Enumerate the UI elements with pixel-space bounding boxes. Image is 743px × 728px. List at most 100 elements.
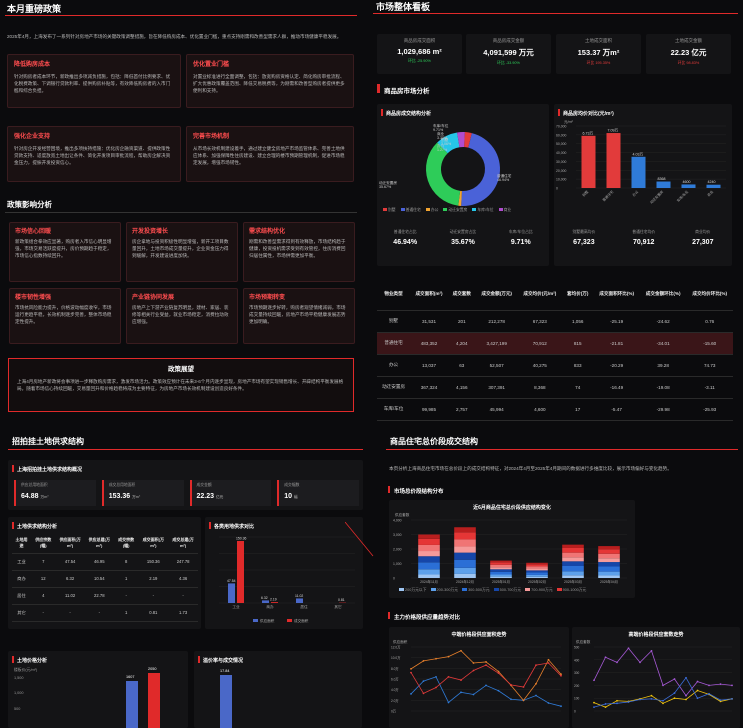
axis-unit: 供应套数 (395, 512, 410, 517)
policy-card-1[interactable]: 降低购房成本 针对购房者成本环节，新政推出多项减负措施，包括：降低首付比例要求、… (7, 54, 181, 108)
impact-card-3[interactable]: 需求结构优化 刚需和改善型需求得到有效释放，市场结构趋于健康，投资投机需求受到有… (243, 222, 355, 282)
deal-bar (271, 602, 278, 603)
y-tick: 50,000 (556, 142, 566, 146)
table-header[interactable]: 土地用途 (12, 533, 31, 554)
table-header[interactable]: 物业类型 (377, 278, 411, 311)
impact-card-5[interactable]: 产业链协同发展 房地产上下游产业链复苏明显，建材、家居、装修等相关行业受益，就业… (126, 288, 238, 344)
bar-label: 150.36 (236, 536, 246, 540)
land-table-card: 土地供求结构分析 土地用途 供应宗数(幅) 供应面积(万m²) 供应总建(万m²) 成交… (8, 517, 201, 629)
table-row[interactable]: 动迁安置房 367,324 4,156 307,391 8,368 74 -16.49 -19… (377, 376, 733, 399)
table-cell: 52,507 (475, 354, 518, 377)
donut-stats: 普通住宅占比 46.94% 动迁安置房占比 35.67% 车库/车位占比 9.71% (377, 230, 549, 246)
data-point (560, 673, 562, 676)
table-header[interactable]: 成交均价(元/m²) (517, 278, 563, 311)
impact-card-4[interactable]: 楼市韧性增强 市场抗风险能力提升，价格波动幅度收窄，市场运行更趋平稳，长效机制逐… (9, 288, 121, 344)
section-marker (377, 84, 380, 93)
table-header[interactable]: 成交金额环比(%) (639, 278, 687, 311)
data-point (627, 647, 630, 650)
land-bar-chart: 47.54 150.36 工业 6.32 2.19 商办 11.02 居住 0.81 其它供应面积… (219, 536, 355, 623)
legend-item[interactable]: 700-900万元 (525, 588, 553, 593)
impact-card-title: 产业链协同发展 (132, 295, 175, 301)
bar-label: 0.81 (338, 598, 345, 602)
policy-card-4[interactable]: 完善市场机制 从市场长效机制建设着手，通过建立健全房地产市场监管体系、完善土地供… (186, 126, 354, 182)
series-line (410, 650, 562, 701)
table-cell: 1.73 (168, 604, 198, 622)
policy-card-title: 优化置业门槛 (193, 62, 230, 68)
slice-label: 普通住宅 (497, 173, 512, 178)
data-point (472, 693, 475, 696)
y-tick: 1,000 (393, 562, 402, 566)
table-header[interactable]: 成交面积环比(%) (593, 278, 640, 311)
stack-segment (418, 544, 440, 552)
table-header[interactable]: 成交面积(m²) (410, 278, 448, 311)
outlook-box: 政策展望 上海4月房地产新政将会事项进一步释放购房需求，激发市场活力。政策效应预… (8, 358, 354, 412)
data-point (422, 680, 425, 683)
table-row[interactable]: 普通住宅 483,352 4,204 3,427,199 70,912 815 -21.81… (377, 332, 733, 355)
table-header[interactable]: 成交金额(万元) (475, 278, 518, 311)
table-row[interactable]: 工业 7 47.54 46.95 8 150.36 247.78 (12, 553, 198, 571)
legend-item[interactable]: 车库/车位 (472, 208, 494, 213)
table-row[interactable]: 商办 12 6.32 10.54 1 2.19 4.36 (12, 570, 198, 588)
land-price-card: 土地价格分析 楼板价(元/m²) 1,500 1,000 500 1607 20… (8, 651, 188, 728)
table-header[interactable]: 成交套数 (447, 278, 476, 311)
table-header[interactable]: 成交面积(万m²) (138, 533, 169, 554)
legend-item[interactable]: 300-500万元 (462, 588, 490, 593)
stack-segment (490, 569, 512, 572)
stack-segment (526, 564, 548, 567)
impact-card-6[interactable]: 市场预期转变 市场预期逐步好转，购房者观望情绪减弱，市场成交量持续回暖，房地产市… (243, 288, 355, 344)
kpi-value: 64.88 万m² (21, 493, 49, 500)
table-cell: 1 (113, 570, 139, 588)
legend-item[interactable]: 办公 (425, 208, 438, 213)
table-header[interactable]: 成交宗数(幅) (113, 533, 139, 554)
table-header[interactable]: 供应宗数(幅) (30, 533, 56, 554)
table-row[interactable]: 其它 - - -1 0.81 1.73 (12, 604, 198, 622)
impact-card-1[interactable]: 市场信心回暖 新政策组合拳效应显著，购房者入市信心明显增强，市场交易活跃度提升，… (9, 222, 121, 282)
legend-label: 成交面积 (294, 618, 309, 623)
table-row[interactable]: 别墅 31,531 201 212,278 67,323 1,056 -25.19 -24.6… (377, 310, 733, 333)
stack-segment (454, 527, 476, 533)
data-point (685, 694, 687, 697)
series-line (593, 647, 733, 697)
table-header[interactable]: 套均价(万) (562, 278, 594, 311)
legend-item[interactable]: 200-300万元 (430, 588, 458, 593)
table-cell: 13,037 (410, 354, 448, 377)
legend-item[interactable]: 普通住宅 (400, 208, 421, 213)
impact-card-title: 市场信心回暖 (15, 229, 52, 235)
data-point (535, 664, 537, 667)
legend-item[interactable]: 动迁安置房 (443, 208, 467, 213)
stack-segment (454, 573, 476, 578)
table-header[interactable]: 成交总建(万m²) (168, 533, 198, 554)
deal-bar (237, 540, 244, 603)
land-kpi-card: 供应总用地面积 64.88 万m² (14, 480, 96, 506)
table-row[interactable]: 车库/车位 99,985 2,757 45,994 4,600 17 -5.47 -29.98… (377, 398, 733, 421)
stack-segment (598, 571, 620, 576)
table-header[interactable]: 成交均价环比(%) (686, 278, 733, 311)
table-cell: 4 (30, 587, 56, 605)
legend-item[interactable]: 商业 (498, 208, 511, 213)
stack-segment (454, 559, 476, 568)
legend-item[interactable]: 别墅 (383, 208, 396, 213)
stack-segment (562, 557, 584, 562)
policy-card-2[interactable]: 优化置业门槛 对置业标准进行全面调整，包括：放宽购房资格认定、简化购房审批流程、… (186, 54, 354, 108)
kpi-value: 1,029,686 m² (397, 47, 442, 56)
legend-item[interactable]: 900-1000万元 (556, 588, 586, 593)
data-point (604, 656, 607, 659)
land-table: 土地用途 供应宗数(幅) 供应面积(万m²) 供应总建(万m²) 成交宗数(幅) 成交面积… (12, 533, 198, 622)
legend-item[interactable]: 200万元以下 (399, 588, 427, 593)
policy-card-text: 针对购房者成本环节，新政推出多项减负措施，包括：降低首付比例要求、优化税费政策、… (14, 74, 171, 93)
impact-card-2[interactable]: 开发投资增长 房企拿地与投资积极性明显增强，新开工项目数量回升，土地市场成交量提… (126, 222, 238, 282)
legend-item[interactable]: 500-700万元 (493, 588, 521, 593)
table-header[interactable]: 供应面积(万m²) (55, 533, 85, 554)
y-tick: 400 (574, 658, 580, 662)
table-cell: 833 (562, 354, 594, 377)
table-header[interactable]: 供应总建(万m²) (84, 533, 114, 554)
overview-title: 上海招拍挂土地供求结构概况 (17, 467, 83, 473)
policy-card-3[interactable]: 强化企业支持 针对房企开发经营困境，推出多项扶持措施：优化房企融资渠道、提供政策… (7, 126, 181, 182)
data-point (696, 680, 699, 683)
table-row[interactable]: 居住 4 11.02 22.78- - - (12, 587, 198, 605)
data-point (593, 679, 595, 682)
table-row[interactable]: 办公 13,037 63 52,507 40,275 833 -20.29 39.28 74.7… (377, 354, 733, 377)
data-point (485, 661, 487, 663)
market-dashboard: 市场整体看板 商品房成交面积 1,029,686 m² 环比 -25.90% 商… (368, 0, 743, 421)
x-tick: 2025年02月 (528, 579, 546, 584)
